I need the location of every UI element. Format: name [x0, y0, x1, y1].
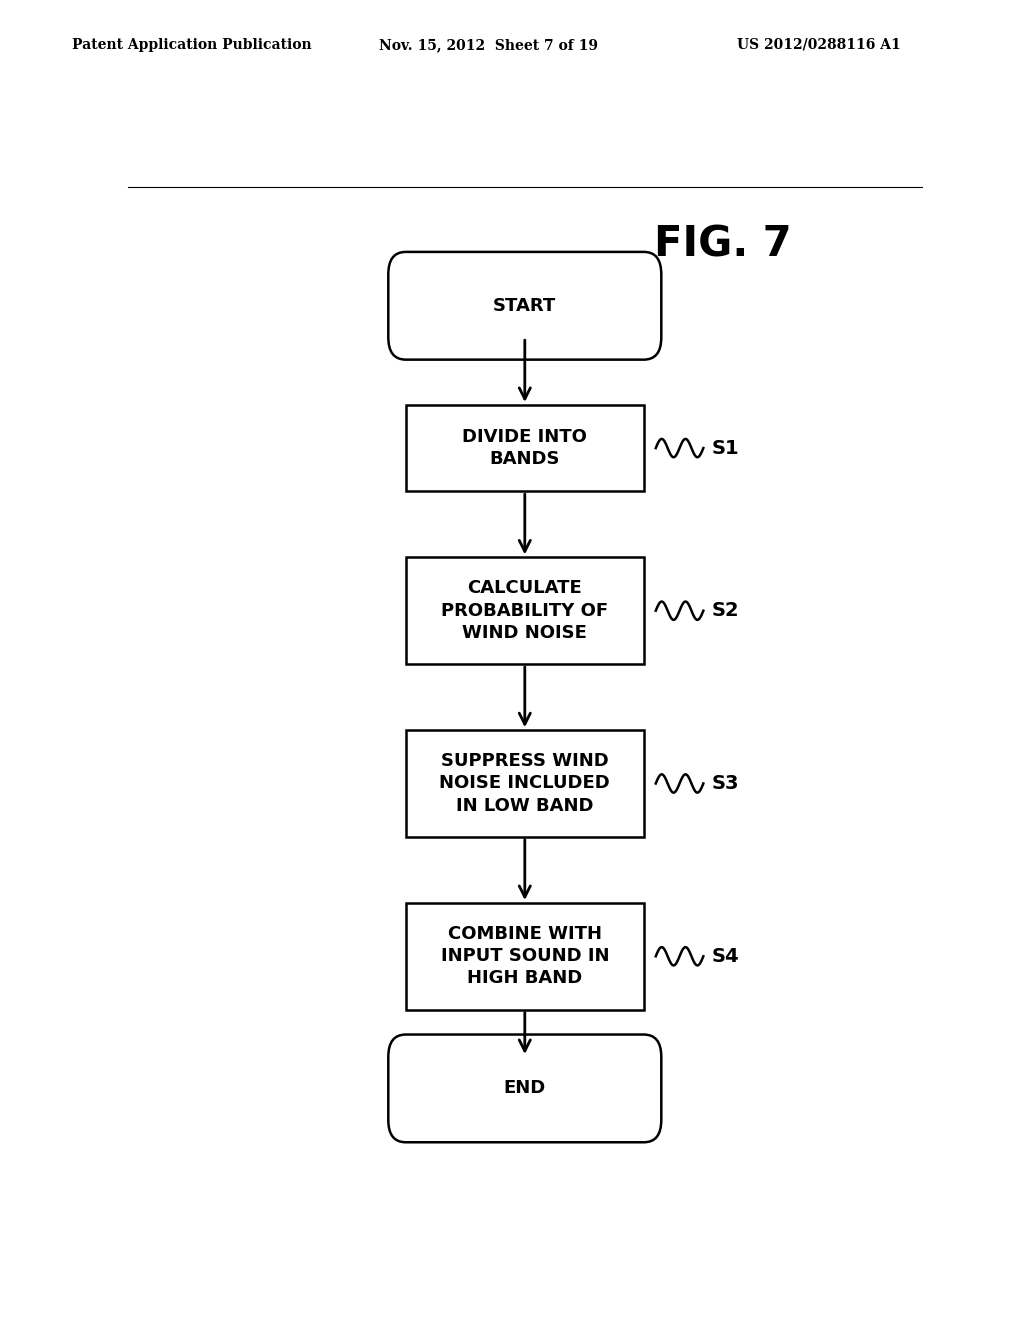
Text: S1: S1	[712, 438, 739, 458]
FancyBboxPatch shape	[388, 1035, 662, 1142]
Bar	[406, 557, 644, 664]
Bar	[406, 903, 644, 1010]
Text: SUPPRESS WIND
NOISE INCLUDED
IN LOW BAND: SUPPRESS WIND NOISE INCLUDED IN LOW BAND	[439, 752, 610, 814]
Text: DIVIDE INTO
BANDS: DIVIDE INTO BANDS	[463, 428, 587, 469]
Text: S2: S2	[712, 601, 739, 620]
Text: S4: S4	[712, 946, 739, 966]
Text: START: START	[494, 297, 556, 314]
Text: US 2012/0288116 A1: US 2012/0288116 A1	[737, 38, 901, 51]
Text: COMBINE WITH
INPUT SOUND IN
HIGH BAND: COMBINE WITH INPUT SOUND IN HIGH BAND	[440, 925, 609, 987]
Text: S3: S3	[712, 774, 738, 793]
Bar	[406, 730, 644, 837]
Text: CALCULATE
PROBABILITY OF
WIND NOISE: CALCULATE PROBABILITY OF WIND NOISE	[441, 579, 608, 642]
Bar	[406, 405, 644, 491]
FancyBboxPatch shape	[388, 252, 662, 359]
Text: FIG. 7: FIG. 7	[654, 224, 793, 265]
Text: END: END	[504, 1080, 546, 1097]
Text: Patent Application Publication: Patent Application Publication	[72, 38, 311, 51]
Text: Nov. 15, 2012  Sheet 7 of 19: Nov. 15, 2012 Sheet 7 of 19	[379, 38, 598, 51]
